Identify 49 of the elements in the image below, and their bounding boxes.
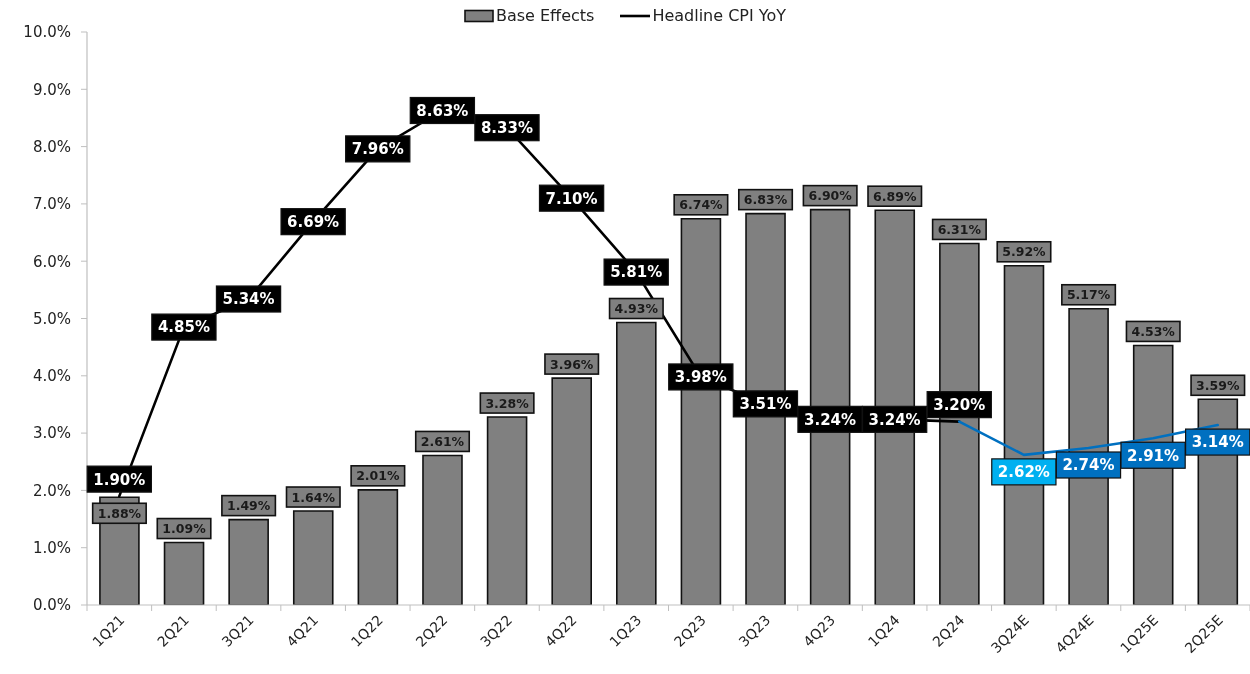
y-tick-label: 8.0% — [32, 137, 71, 156]
data-label: 6.89% — [873, 188, 917, 204]
data-label: 2.91% — [1127, 446, 1180, 465]
data-label: 5.34% — [222, 290, 275, 309]
y-tick-label: 2.0% — [32, 481, 71, 500]
legend-label: Base Effects — [495, 6, 595, 26]
y-tick-label: 3.0% — [32, 424, 71, 443]
data-label: 2.62% — [997, 463, 1050, 482]
data-label: 6.83% — [743, 192, 788, 208]
data-label: 1.09% — [162, 521, 207, 537]
data-label: 3.24% — [804, 410, 857, 429]
data-label: 1.88% — [97, 505, 142, 521]
data-label: 3.98% — [674, 368, 727, 387]
y-tick-label: 4.0% — [32, 367, 71, 386]
y-tick-label: 5.0% — [32, 309, 71, 328]
data-label: 3.96% — [550, 356, 594, 372]
data-label: 5.81% — [610, 263, 663, 282]
data-label: 6.74% — [679, 197, 724, 213]
data-label: 1.49% — [226, 498, 271, 514]
data-label: 8.33% — [480, 119, 533, 138]
data-label: 8.63% — [416, 101, 469, 120]
data-label: 4.93% — [614, 301, 659, 317]
data-label: 2.01% — [356, 468, 401, 484]
data-label: 1.90% — [93, 470, 146, 489]
data-label: 6.69% — [287, 213, 340, 232]
data-label: 5.17% — [1066, 287, 1111, 303]
data-label: 3.59% — [1196, 377, 1240, 393]
y-tick-label: 7.0% — [32, 195, 71, 214]
data-label: 3.51% — [739, 395, 792, 414]
data-label: 2.74% — [1062, 456, 1115, 475]
data-label: 4.85% — [157, 318, 210, 337]
y-tick-label: 9.0% — [32, 80, 71, 99]
data-label: 6.90% — [808, 188, 853, 204]
y-tick-label: 10.0% — [23, 23, 71, 42]
legend-label: Headline CPI YoY — [652, 6, 787, 26]
data-label: 3.28% — [485, 395, 530, 411]
data-label: 1.64% — [291, 489, 336, 505]
y-tick-label: 6.0% — [32, 252, 71, 271]
data-label: 3.20% — [933, 396, 986, 415]
data-label: 2.61% — [420, 433, 465, 449]
data-label: 3.14% — [1191, 433, 1244, 452]
data-label: 7.10% — [545, 189, 598, 208]
data-label: 3.24% — [868, 410, 921, 429]
y-tick-label: 0.0% — [32, 596, 71, 615]
data-label: 5.92% — [1002, 244, 1047, 260]
data-label: 7.96% — [351, 140, 404, 159]
y-tick-label: 1.0% — [32, 539, 71, 558]
data-label: 6.31% — [937, 221, 982, 237]
data-label: 4.53% — [1131, 323, 1176, 339]
